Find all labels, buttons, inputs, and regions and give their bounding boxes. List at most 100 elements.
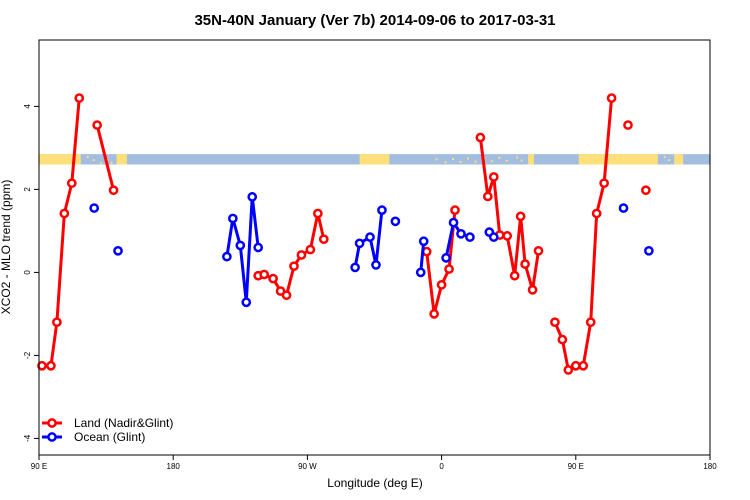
data-point xyxy=(318,234,329,245)
data-point xyxy=(450,205,460,215)
land-stipple xyxy=(435,158,438,161)
series-ocean xyxy=(89,192,654,308)
data-point xyxy=(222,251,232,262)
series-line xyxy=(419,241,426,273)
land-stipple xyxy=(516,156,519,159)
data-point xyxy=(89,203,100,213)
data-point xyxy=(520,259,530,269)
data-point xyxy=(585,317,596,328)
data-point xyxy=(312,208,323,219)
land-stipple xyxy=(498,156,501,159)
x-tick-label: 0 xyxy=(439,462,444,471)
land-stipple xyxy=(86,156,89,159)
y-tick-label: 0 xyxy=(23,270,32,275)
data-point xyxy=(606,93,617,103)
data-point xyxy=(415,267,426,278)
land-band-segment xyxy=(528,154,535,165)
y-tick-label: -2 xyxy=(23,351,32,359)
data-point xyxy=(371,260,381,270)
land-stipple xyxy=(110,161,113,164)
data-point xyxy=(259,269,270,280)
data-point xyxy=(108,185,119,196)
data-point xyxy=(482,191,493,202)
x-tick-label: 90 E xyxy=(31,462,47,471)
data-point xyxy=(235,240,246,251)
legend: Land (Nadir&Glint)Ocean (Glint) xyxy=(42,416,173,444)
land-stipple xyxy=(474,160,477,163)
land-stipple xyxy=(668,159,671,162)
legend-label: Ocean (Glint) xyxy=(74,430,145,444)
data-point xyxy=(354,238,365,249)
data-point xyxy=(268,273,278,284)
x-axis-label: Longitude (deg E) xyxy=(327,476,422,490)
data-point xyxy=(550,317,560,328)
land-stipple xyxy=(466,157,469,160)
chart-title: 35N-40N January (Ver 7b) 2014-09-06 to 2… xyxy=(194,12,555,29)
x-tick-label: 180 xyxy=(167,462,181,471)
data-point xyxy=(247,192,258,202)
x-tick-label: 90 W xyxy=(298,462,317,471)
data-point xyxy=(623,120,633,130)
land-band-segment xyxy=(39,154,81,165)
legend-marker xyxy=(47,418,57,428)
land-stipple xyxy=(444,161,447,164)
data-point xyxy=(350,262,360,273)
land-stipple xyxy=(452,158,455,160)
data-point xyxy=(377,205,387,215)
series-line xyxy=(257,211,326,297)
x-tick-label: 90 E xyxy=(568,462,584,471)
land-band-segment xyxy=(578,154,658,165)
data-point xyxy=(533,245,544,256)
land-stipple xyxy=(490,160,493,163)
y-axis: -4 -2 0 2 4 xyxy=(23,104,39,442)
data-point xyxy=(644,245,654,256)
y-tick-label: 4 xyxy=(23,104,32,109)
data-point xyxy=(281,290,292,301)
data-point xyxy=(488,232,499,242)
data-point xyxy=(599,178,609,189)
series-line xyxy=(41,97,81,368)
data-point xyxy=(448,217,459,228)
data-point xyxy=(66,178,77,189)
land-stipple xyxy=(92,159,95,162)
data-point xyxy=(365,232,375,242)
data-point xyxy=(436,280,447,290)
land-band-segment xyxy=(674,154,684,165)
series-layer xyxy=(37,93,654,375)
data-point xyxy=(253,242,264,253)
series-land xyxy=(37,93,651,375)
data-point xyxy=(444,264,454,274)
data-point xyxy=(227,213,238,224)
data-point xyxy=(113,245,123,256)
data-point xyxy=(591,208,602,219)
data-point xyxy=(441,253,451,263)
data-point xyxy=(502,231,513,241)
data-point xyxy=(37,360,47,371)
data-point xyxy=(527,284,538,295)
data-point xyxy=(429,309,439,319)
y-tick-label: -4 xyxy=(23,434,32,442)
data-point xyxy=(241,297,252,308)
land-stipple xyxy=(100,162,103,165)
data-point xyxy=(74,93,85,103)
land-band-segment xyxy=(359,154,390,165)
land-stipple xyxy=(520,159,523,162)
data-point xyxy=(578,360,589,371)
land-mask-band xyxy=(39,154,710,165)
series-line xyxy=(225,195,260,304)
x-axis: 90 E 180 90 W 0 90 E 180 xyxy=(31,455,717,471)
land-stipple xyxy=(663,156,666,159)
data-point xyxy=(488,172,499,182)
y-axis-label: XCO2 - MLO trend (ppm) xyxy=(0,180,13,315)
land-stipple xyxy=(505,159,508,162)
data-point xyxy=(390,216,401,227)
data-point xyxy=(557,334,568,345)
plot-frame xyxy=(38,39,711,456)
data-point xyxy=(465,232,475,242)
data-point xyxy=(296,250,307,260)
data-point xyxy=(563,365,574,375)
data-point xyxy=(305,244,316,255)
data-point xyxy=(59,208,70,219)
legend-marker xyxy=(47,432,57,442)
